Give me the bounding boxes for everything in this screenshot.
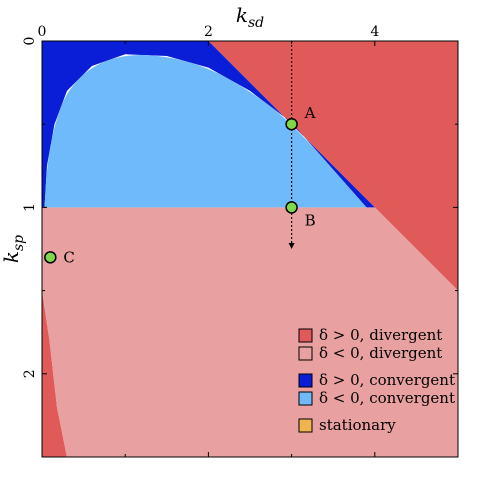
- legend-swatch-neg_conv: [298, 391, 313, 406]
- legend-swatch-neg_div: [298, 346, 313, 361]
- point-label-B: B: [305, 211, 316, 229]
- y-tick-label: 2: [22, 369, 38, 378]
- legend-label-stationary: stationary: [319, 416, 396, 434]
- y-tick-label: 1: [22, 203, 38, 212]
- y-tick-label: 0: [22, 37, 38, 46]
- point-label-A: A: [304, 104, 316, 122]
- region-pos_conv-0: [42, 41, 375, 208]
- plot-frame: [41, 40, 459, 458]
- legend-swatch-pos_div: [298, 328, 313, 343]
- region-neg_conv-0: [44, 55, 367, 208]
- y-axis-label: ksp: [0, 235, 27, 263]
- legend-label-neg_conv: δ < 0, convergent: [319, 389, 455, 407]
- point-A: [285, 117, 298, 131]
- point-C: [44, 251, 57, 264]
- x-tick-label: 4: [370, 24, 379, 40]
- legend-label-pos_div: δ > 0, divergent: [319, 326, 442, 344]
- point-label-C: C: [63, 248, 74, 266]
- y-axis-label-sub: sp: [11, 235, 27, 251]
- legend-label-neg_div: δ < 0, divergent: [319, 344, 442, 362]
- x-tick-label: 0: [38, 24, 47, 40]
- legend-label-pos_conv: δ > 0, convergent: [319, 371, 455, 389]
- region-pos_div-1: [42, 290, 67, 457]
- plot-area: [42, 41, 458, 457]
- region-neg_div-0: [42, 207, 458, 457]
- x-axis-label: ksd: [236, 3, 264, 31]
- x-tick-label: 2: [204, 24, 213, 40]
- legend-swatch-stationary: [298, 418, 313, 433]
- arrow-head: [288, 243, 295, 249]
- x-axis-label-sub: sd: [248, 15, 264, 31]
- point-B: [285, 201, 298, 214]
- legend-swatch-pos_conv: [298, 373, 313, 388]
